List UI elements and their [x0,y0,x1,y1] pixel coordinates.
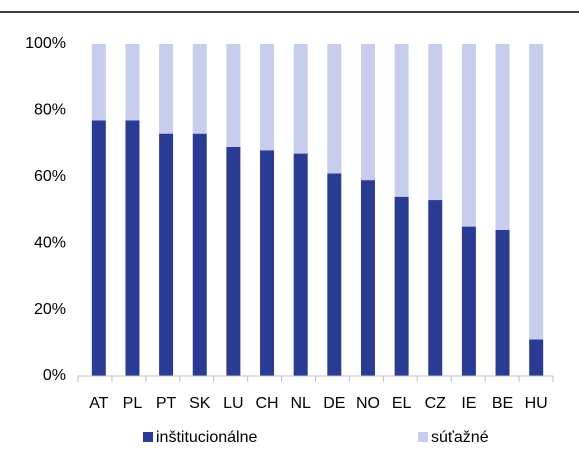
bar-segment [192,133,207,376]
legend-swatch [418,432,428,442]
bar-segment [428,44,443,201]
x-tick-label: PT [156,395,177,412]
bar-segment [394,44,409,197]
bar-segment [428,200,443,376]
bar-segment [360,180,375,376]
y-tick-label: 0% [43,367,66,384]
bar-segment [293,153,308,376]
bar-segment [529,44,544,340]
legend-label: súťažné [431,429,489,446]
bar-segment [327,173,342,376]
x-tick-label: PL [123,395,143,412]
bar-segment [360,44,375,181]
x-tick-label: LU [223,395,243,412]
bar-segment [327,44,342,174]
legend-label: inštitucionálne [156,429,258,446]
bar-segment [91,120,106,376]
bar-segment [226,146,241,376]
bar-segment [159,133,174,376]
legend-swatch [143,432,153,442]
y-tick-label: 20% [34,301,66,318]
bar-segment [91,44,106,121]
x-tick-label: CZ [425,395,447,412]
x-tick-label: HU [525,395,548,412]
x-tick-label: EL [392,395,412,412]
bar-segment [529,339,544,376]
y-tick-label: 100% [25,35,66,52]
bar-segment [260,150,275,376]
x-tick-label: DE [323,395,345,412]
x-tick-label: NO [356,395,380,412]
x-tick-label: CH [255,395,278,412]
bar-segment [495,229,510,376]
y-tick-label: 60% [34,168,66,185]
x-tick-label: NL [290,395,311,412]
x-tick-label: IE [461,395,476,412]
bar-segment [293,44,308,154]
bar-segment [125,120,140,376]
bar-segment [192,44,207,134]
bar-segment [159,44,174,134]
bar-segment [125,44,140,121]
x-tick-label: SK [189,395,211,412]
x-tick-label: AT [89,395,108,412]
bar-segment [394,196,409,376]
bar-segment [461,226,476,376]
bar-segment [226,44,241,147]
x-tick-label: BE [492,395,513,412]
bar-segment [495,44,510,230]
y-tick-label: 40% [34,234,66,251]
bar-segment [260,44,275,151]
bar-segment [461,44,476,227]
y-tick-label: 80% [34,102,66,119]
